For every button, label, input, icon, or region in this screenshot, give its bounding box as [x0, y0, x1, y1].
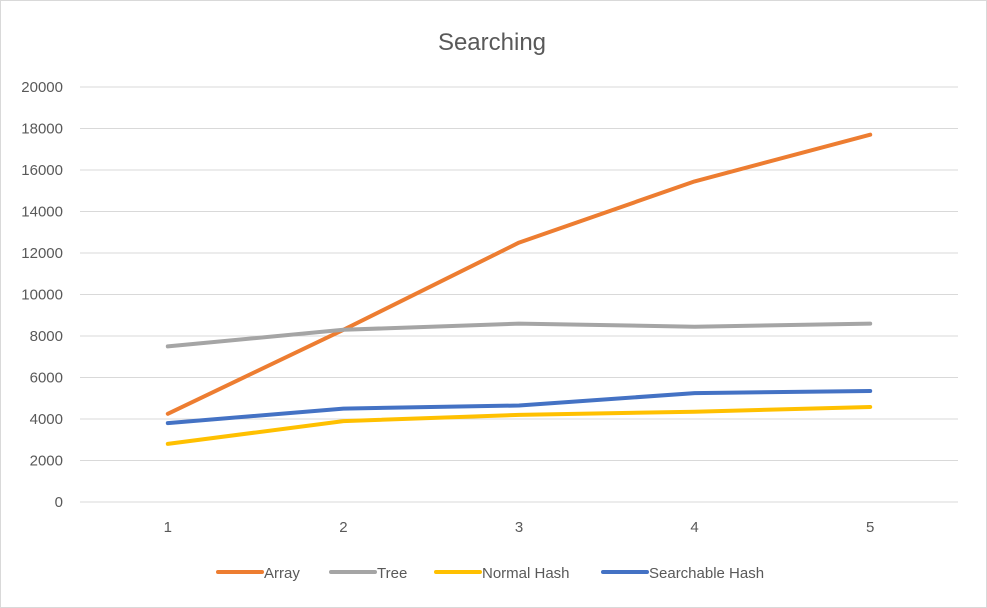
- x-tick-label: 3: [515, 519, 523, 536]
- x-axis-ticks: 1 2 3 4 5: [164, 519, 875, 536]
- gridlines: [80, 86, 958, 503]
- x-tick-label: 1: [164, 519, 172, 536]
- legend: Array Tree Normal Hash Searchable Hash: [216, 565, 764, 582]
- series-line-searchable-hash: [165, 389, 873, 426]
- y-tick-label: 10000: [21, 287, 63, 304]
- y-axis-ticks: 0 2000 4000 6000 8000 10000 12000 14000 16000 180…: [21, 79, 63, 511]
- y-tick-label: 16000: [21, 162, 63, 179]
- series-line-tree: [165, 321, 873, 349]
- y-tick-label: 14000: [21, 204, 63, 221]
- x-tick-label: 4: [690, 519, 698, 536]
- y-tick-label: 4000: [30, 411, 63, 428]
- y-tick-label: 12000: [21, 245, 63, 262]
- series-line-array: [165, 132, 873, 416]
- x-tick-label: 5: [866, 519, 874, 536]
- y-tick-label: 20000: [21, 79, 63, 96]
- y-tick-label: 0: [55, 494, 63, 511]
- chart-title: Searching: [438, 29, 546, 56]
- series-line-normal-hash: [165, 405, 873, 446]
- legend-label: Searchable Hash: [649, 565, 764, 582]
- y-tick-label: 6000: [30, 370, 63, 387]
- y-tick-label: 8000: [30, 328, 63, 345]
- y-tick-label: 18000: [21, 121, 63, 138]
- series-lines: [165, 132, 873, 446]
- x-tick-label: 2: [339, 519, 347, 536]
- y-tick-label: 2000: [30, 453, 63, 470]
- legend-label: Normal Hash: [482, 565, 570, 582]
- legend-label: Tree: [377, 565, 407, 582]
- legend-label: Array: [264, 565, 300, 582]
